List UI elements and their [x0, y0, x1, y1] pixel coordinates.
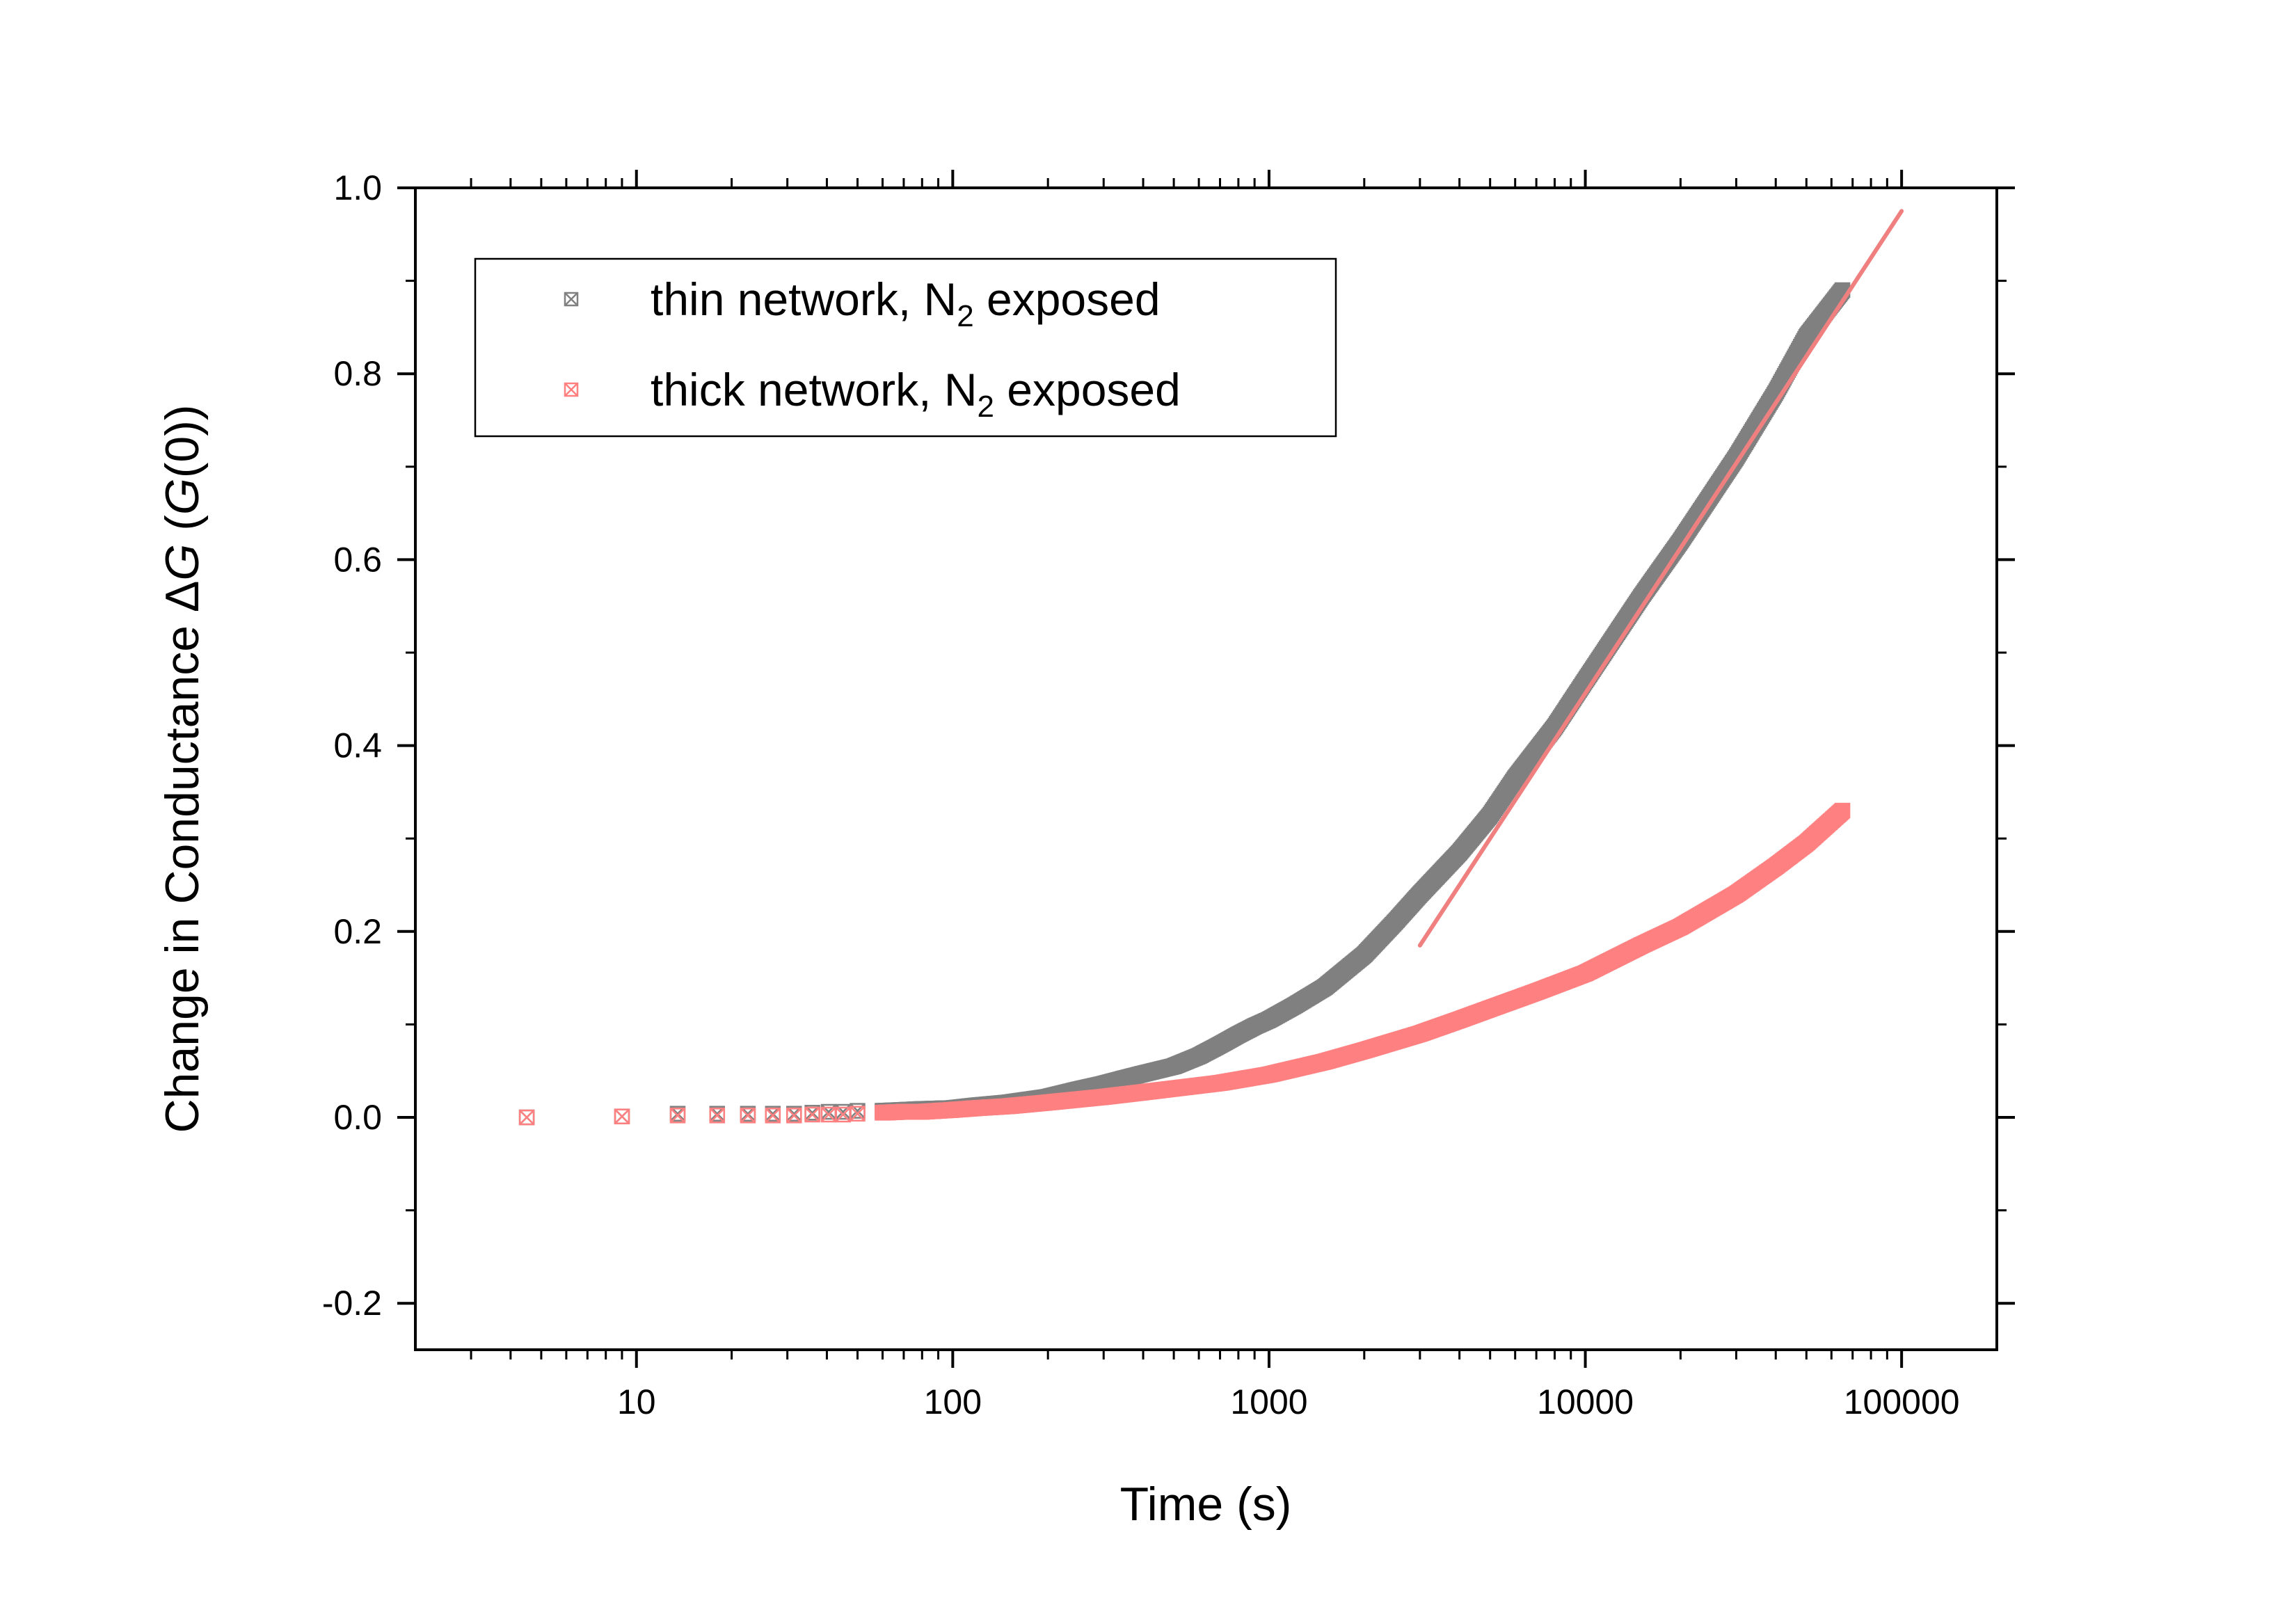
y-title-part: (0)): [156, 404, 209, 478]
x-axis-title: Time (s): [1120, 1478, 1292, 1531]
data-point: [804, 1106, 820, 1123]
data-point: [786, 1108, 802, 1124]
data-point: [850, 1106, 866, 1122]
y-axis-title: Change in Conductance ΔG (G(0)): [156, 404, 209, 1133]
x-tick-label: 1000: [1230, 1382, 1307, 1421]
y-title-part: (: [156, 515, 209, 544]
y-tick-label: 0.4: [333, 726, 382, 765]
legend: thin network, N2 exposed thick network, …: [474, 257, 1337, 438]
data-point: [765, 1108, 781, 1124]
x-tick-label: 100: [924, 1382, 982, 1421]
data-point: [518, 1109, 535, 1126]
y-title-delta: Δ: [156, 581, 209, 612]
y-tick-label: 0.6: [333, 540, 382, 579]
x-tick-label: 100000: [1844, 1382, 1960, 1421]
y-tick-label: 0.0: [333, 1098, 382, 1137]
legend-label-thick: thick network, N2 exposed: [651, 364, 1181, 424]
y-title-g: G: [156, 544, 209, 581]
y-tick-label: 0.8: [333, 354, 382, 393]
data-point: [740, 1108, 756, 1124]
x-tick-label: 10: [617, 1382, 656, 1421]
data-points: [518, 282, 1851, 1126]
series-thick: [518, 802, 1851, 1126]
data-point: [614, 1108, 630, 1124]
y-title-g0: G: [156, 478, 209, 515]
y-tick-label: -0.2: [322, 1284, 382, 1323]
data-point: [709, 1108, 726, 1124]
x-tick-label: 10000: [1537, 1382, 1634, 1421]
y-tick-label: 1.0: [333, 168, 382, 207]
legend-label-thin: thin network, N2 exposed: [651, 273, 1161, 333]
y-title-part: Change in Conductance: [156, 612, 209, 1133]
data-point: [669, 1108, 686, 1124]
y-tick-label: 0.2: [333, 912, 382, 951]
